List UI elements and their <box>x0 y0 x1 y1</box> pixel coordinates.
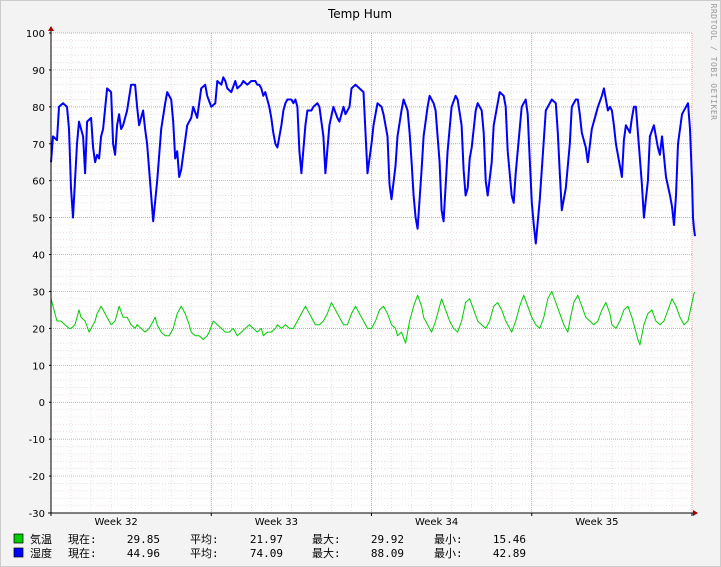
axes-group <box>48 26 698 516</box>
y-tick-label: 0 <box>39 398 45 409</box>
legend-name-temp: 気温 <box>30 532 52 546</box>
legend-min-hum: 42.89 <box>493 547 526 560</box>
legend-avg-hum: 74.09 <box>250 547 283 560</box>
legend-cur-label-hum: 現在: <box>68 547 97 560</box>
legend-cur-hum: 44.96 <box>127 547 160 560</box>
y-tick-label: 90 <box>32 66 45 77</box>
y-tick-label: 80 <box>32 103 45 114</box>
y-axis-arrow <box>48 26 54 31</box>
legend-max-label-hum: 最大: <box>312 546 341 560</box>
y-tick-label: -20 <box>29 472 45 483</box>
x-tick-label: Week 32 <box>94 517 137 528</box>
y-tick-label: 100 <box>26 29 45 40</box>
chart-title: Temp Hum <box>327 7 392 21</box>
series-group <box>50 76 696 346</box>
rrdtool-credit: RRDTOOL / TOBI OETIKER <box>709 4 718 121</box>
legend-min-label-hum: 最小: <box>434 547 463 560</box>
y-tick-label: 60 <box>32 177 45 188</box>
legend-max-hum: 88.09 <box>371 547 404 560</box>
y-tick-label: 50 <box>32 214 45 225</box>
x-axis-arrow <box>693 510 698 516</box>
minor-grid <box>51 33 692 513</box>
legend-swatch-temp <box>13 533 24 544</box>
y-tick-label: -10 <box>29 435 45 446</box>
x-tick-label: Week 33 <box>255 517 298 528</box>
y-tick-label: 20 <box>32 324 45 335</box>
x-tick-label: Week 34 <box>415 517 458 528</box>
legend: 気温 現在: 29.85 平均: 21.97 最大: 29.92 最小: 15.… <box>13 532 526 560</box>
legend-cur-temp: 29.85 <box>127 533 160 546</box>
series-line-1 <box>50 291 696 346</box>
legend-avg-temp: 21.97 <box>250 533 283 546</box>
legend-max-temp: 29.92 <box>371 533 404 546</box>
legend-avg-label-hum: 平均: <box>190 547 219 560</box>
legend-avg-label-temp: 平均: <box>190 533 219 546</box>
y-tick-label: 70 <box>32 140 45 151</box>
legend-cur-label-temp: 現在: <box>68 533 97 546</box>
y-tick-label: -30 <box>29 509 45 520</box>
legend-min-temp: 15.46 <box>493 533 526 546</box>
legend-min-label-temp: 最小: <box>434 533 463 546</box>
legend-row-temp: 気温 現在: 29.85 平均: 21.97 最大: 29.92 最小: 15.… <box>13 532 526 546</box>
legend-max-label-temp: 最大: <box>312 532 341 546</box>
x-tick-label: Week 35 <box>575 517 618 528</box>
series-line-0 <box>50 76 696 245</box>
y-tick-label: 10 <box>32 361 45 372</box>
legend-name-hum: 湿度 <box>30 546 52 560</box>
y-tick-label: 30 <box>32 287 45 298</box>
x-tick-labels: Week 32 Week 33 Week 34 Week 35 <box>94 517 618 528</box>
legend-row-hum: 湿度 現在: 44.96 平均: 74.09 最大: 88.09 最小: 42.… <box>13 546 526 560</box>
legend-swatch-hum <box>13 547 24 558</box>
y-tick-label: 40 <box>32 251 45 262</box>
